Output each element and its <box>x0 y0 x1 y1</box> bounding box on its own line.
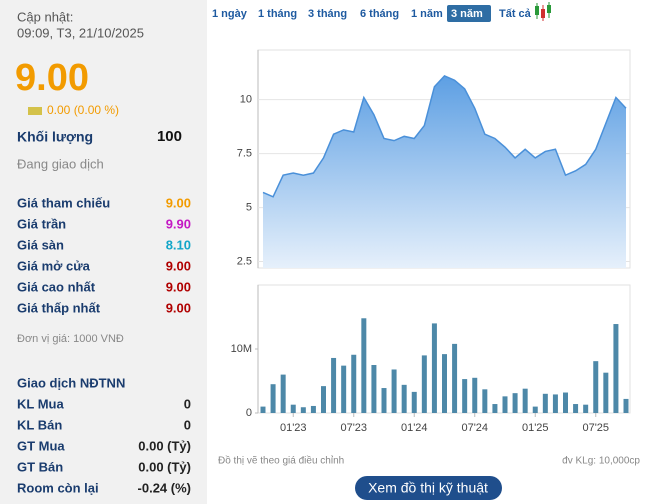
row-value: 0.00 (Tỷ) <box>138 438 191 453</box>
row-label: GT Mua <box>17 438 65 453</box>
row-label: Giá thấp nhất <box>17 300 101 315</box>
volume-bar <box>331 357 337 413</box>
volume-bar <box>502 396 508 413</box>
volume-bar <box>573 404 579 413</box>
tab[interactable]: 1 tháng <box>258 8 297 20</box>
row-value: 9.90 <box>166 216 191 231</box>
volume-bar <box>341 365 347 413</box>
technical-button[interactable] <box>355 476 502 500</box>
volume-bar <box>452 343 458 413</box>
y-tick-label: 10 <box>240 94 252 106</box>
row-label: Giá tham chiếu <box>17 195 110 210</box>
price-area <box>263 75 626 268</box>
updated-label: Cập nhật: <box>17 9 73 24</box>
volume-bar <box>512 393 518 413</box>
candle-icon <box>535 2 551 21</box>
tab[interactable]: 1 ngày <box>212 8 248 20</box>
tab[interactable]: 1 năm <box>411 8 443 20</box>
x-tick-label: 01'25 <box>522 422 549 434</box>
row-value: 0 <box>184 417 191 432</box>
updated-time: 09:09, T3, 21/10/2025 <box>17 25 144 40</box>
row-value: 8.10 <box>166 237 191 252</box>
volume-bar <box>482 389 488 413</box>
technical-button-label[interactable]: Xem đồ thị kỹ thuật <box>368 480 488 496</box>
tab[interactable]: 3 tháng <box>308 8 347 20</box>
volume-bar <box>442 354 447 413</box>
row-value: -0.24 (%) <box>138 480 191 495</box>
row-label: Giá sàn <box>17 237 64 252</box>
volume-bar <box>351 354 357 413</box>
volume-bar <box>532 406 538 413</box>
x-tick-label: 07'23 <box>340 422 367 434</box>
y-tick-label: 0 <box>246 407 252 419</box>
volume-bar <box>381 388 387 413</box>
volume-bar <box>593 361 599 413</box>
volume-bar <box>280 374 286 413</box>
row-label: KL Mua <box>17 396 64 411</box>
change: 0.00 (0.00 %) <box>47 103 119 117</box>
row-label: KL Bán <box>17 417 62 432</box>
footer-unit: đv KLg: 10,000cp <box>562 456 640 467</box>
volume-bar <box>391 369 397 413</box>
volume-bar <box>310 405 316 413</box>
row-label: Giá trần <box>17 216 66 231</box>
volume-bar <box>623 398 629 413</box>
tab[interactable]: 6 tháng <box>360 8 399 20</box>
foreign-title: Giao dịch NĐTNN <box>17 375 125 390</box>
info-panel <box>0 0 207 504</box>
row-label: Giá cao nhất <box>17 279 96 294</box>
row-value: 9.00 <box>166 300 191 315</box>
row-value: 9.00 <box>166 195 191 210</box>
row-value: 0 <box>184 396 191 411</box>
volume-bar <box>321 386 326 413</box>
volume-bar <box>300 407 306 413</box>
y-tick-label: 5 <box>246 201 252 213</box>
change-icon <box>28 107 42 115</box>
y-tick-label: 10M <box>231 343 252 355</box>
row-value: 9.00 <box>166 258 191 273</box>
tab[interactable]: 3 năm <box>451 8 483 20</box>
volume-bar <box>411 391 417 413</box>
price-line <box>262 75 627 198</box>
status: Đang giao dịch <box>17 156 104 171</box>
row-label: Giá mở cửa <box>17 258 91 273</box>
volume-bar <box>462 379 468 413</box>
volume-bar <box>401 384 407 413</box>
tab-active-bg[interactable] <box>447 5 491 22</box>
x-tick-label: 07'24 <box>461 422 488 434</box>
x-tick-label: 01'24 <box>401 422 428 434</box>
volume-bar <box>431 323 437 413</box>
x-tick-label: 01'23 <box>280 422 307 434</box>
row-label: GT Bán <box>17 459 63 474</box>
row-value: 0.00 (Tỷ) <box>138 459 191 474</box>
volume-label: Khối lượng <box>17 129 93 145</box>
row-label: Room còn lại <box>17 480 99 495</box>
price: 9.00 <box>15 57 89 99</box>
footer-note: Đồ thị vẽ theo giá điều chỉnh <box>218 455 344 467</box>
y-tick-label: 7.5 <box>237 148 252 160</box>
volume-bar <box>613 324 619 413</box>
volume-bar <box>421 355 427 413</box>
volume-bar <box>361 318 367 413</box>
volume: 100 <box>157 128 182 145</box>
volume-bar <box>583 404 589 413</box>
tab[interactable]: Tất cả <box>499 8 532 20</box>
x-tick-label: 07'25 <box>582 422 609 434</box>
volume-bar <box>371 365 377 413</box>
row-value: 9.00 <box>166 279 191 294</box>
volume-bar <box>552 394 558 413</box>
volume-bar <box>563 392 568 413</box>
volume-bar <box>522 388 528 413</box>
volume-bar <box>472 377 478 413</box>
volume-bar <box>542 393 548 413</box>
volume-bar <box>290 404 296 413</box>
volume-bar <box>603 372 609 413</box>
volume-bar <box>270 384 276 413</box>
y-tick-label: 2.5 <box>237 255 252 267</box>
unit-note: Đơn vị giá: 1000 VNĐ <box>17 333 124 345</box>
volume-bar <box>492 404 498 413</box>
volume-bar <box>260 406 266 413</box>
